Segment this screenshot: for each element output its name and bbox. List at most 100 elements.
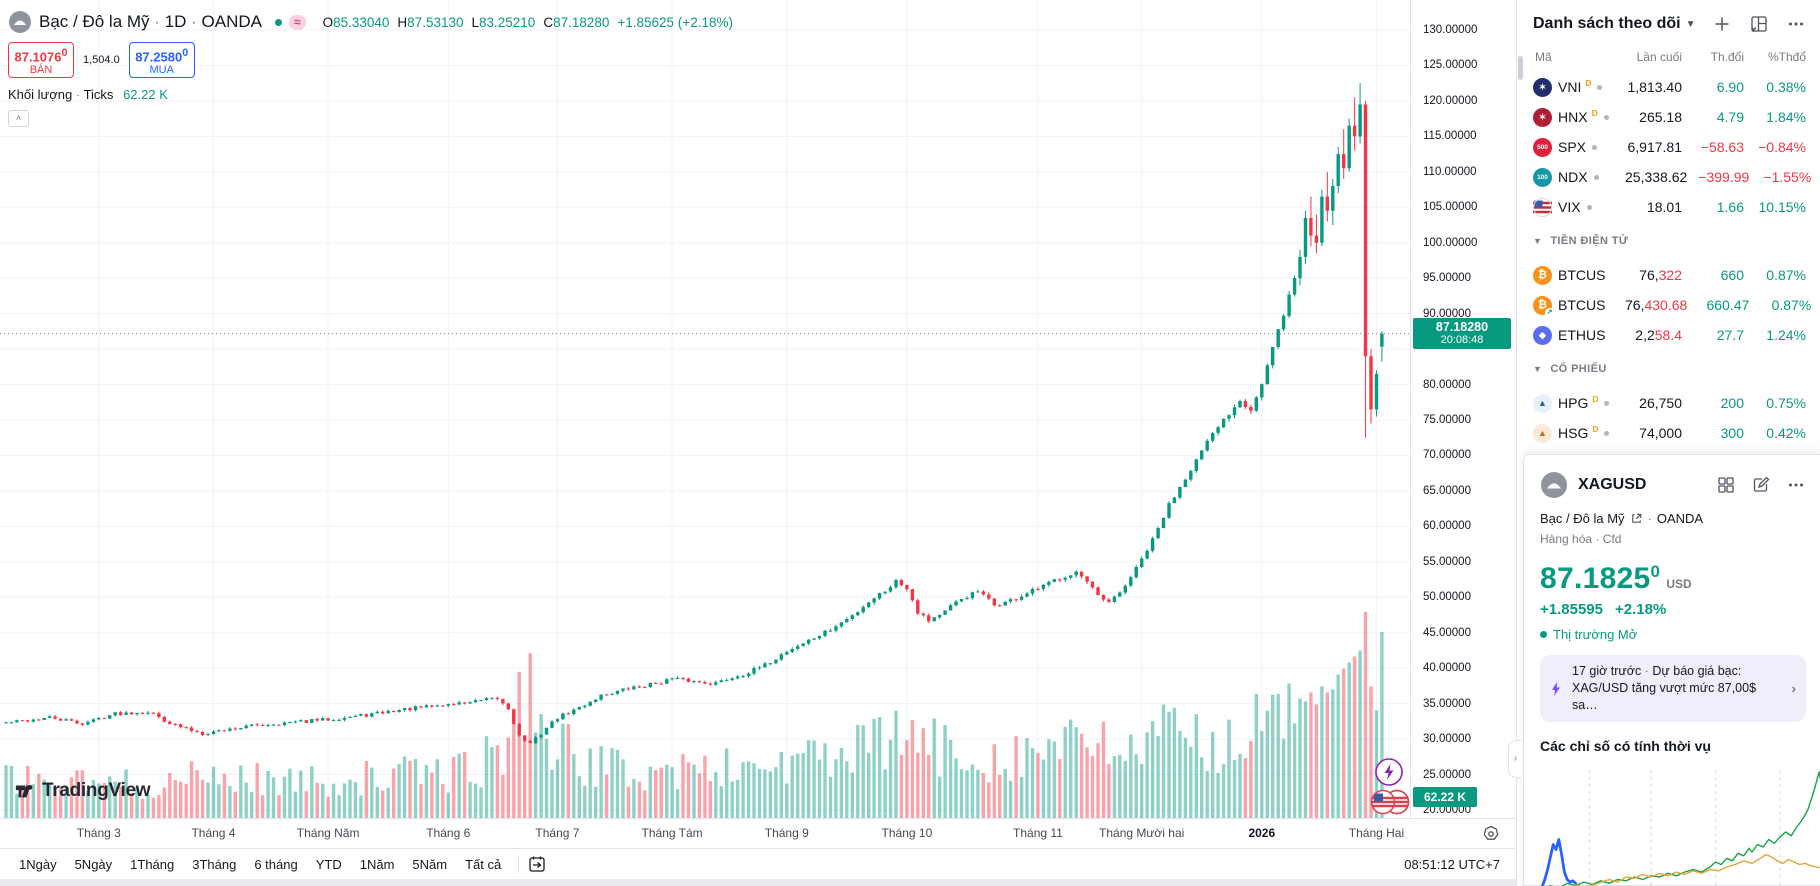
price-tick: 115.00000 <box>1423 130 1477 143</box>
watchlist-row-hpg[interactable]: ▲ HPG D 26,750 200 0.75% <box>1517 388 1820 418</box>
card-ticker[interactable]: XAGUSD <box>1578 476 1647 493</box>
buy-button[interactable]: 87.25800 MUA <box>128 42 195 78</box>
timezone-settings-icon[interactable] <box>1482 825 1500 843</box>
price-tick: 65.00000 <box>1423 484 1471 497</box>
seasonal-chart[interactable]: Tháng 1Tháng 5Tháng 9 <box>1540 760 1820 886</box>
open-layout-icon[interactable] <box>1749 14 1769 34</box>
change-percent: −1.55% <box>1763 169 1812 185</box>
time-tick: Tháng Năm <box>296 826 360 840</box>
more-options-icon[interactable] <box>1786 14 1806 34</box>
bottom-toolbar: 1Ngày 5Ngày 1Tháng 3Tháng 6 tháng YTD 1Năm 5Năm… <box>0 848 1516 879</box>
chevron-down-icon: ▼ <box>1533 236 1543 246</box>
watchlist-column-headers[interactable]: Mã Lần cuối Th.đổi %Thđổ <box>1517 50 1820 64</box>
watchlist-section-cổ-phiếu[interactable]: ▼ CỔ PHIẾU <box>1533 363 1607 375</box>
last-price: 74,000 <box>1639 425 1682 441</box>
time-tick: Tháng Tám <box>641 826 703 840</box>
delayed-data-badge: D <box>1591 108 1598 118</box>
symbol-logo-icon: ✶ <box>1533 77 1552 97</box>
symbol-logo-icon: ₿ ↗ <box>1533 295 1554 315</box>
grid-layout-icon[interactable] <box>1716 475 1736 495</box>
symbol-title[interactable]: Bạc / Đô la Mỹ · 1D · OANDA <box>39 12 262 31</box>
symbol-header-row: Bạc / Đô la Mỹ · 1D · OANDA ≈ O85.33040 H… <box>8 10 733 34</box>
spark-badge[interactable] <box>1374 757 1404 792</box>
data-source-dot <box>1604 400 1610 406</box>
range-button-5ngày[interactable]: 5Ngày <box>74 856 113 872</box>
collapse-indicators-button[interactable]: ˄ <box>8 110 29 127</box>
last-price: 6,917.81 <box>1627 139 1683 155</box>
watchlist-row-ethus[interactable]: ◆ ETHUS 2,258.4 27.7 1.24% <box>1517 320 1820 350</box>
lightning-icon <box>1552 681 1560 696</box>
watchlist-row-ndx[interactable]: 100 NDX 25,338.62 −399.99 −1.55% <box>1517 162 1820 192</box>
price-tick: 95.00000 <box>1423 272 1471 285</box>
price-tick: 70.00000 <box>1423 449 1471 462</box>
ticker-label: HNX <box>1558 109 1588 125</box>
time-tick: Tháng 10 <box>881 826 933 840</box>
last-price: 25,338.62 <box>1625 169 1688 185</box>
range-button-6-tháng[interactable]: 6 tháng <box>254 856 298 872</box>
ticker-label: VIX <box>1558 199 1581 215</box>
change-value: 6.90 <box>1716 79 1744 95</box>
market-open-dot <box>275 18 282 26</box>
add-symbol-button[interactable] <box>1712 14 1732 34</box>
volume-indicator-row[interactable]: Khối lượng · Ticks 62.22 K <box>8 87 168 102</box>
data-source-dot <box>1592 144 1598 150</box>
watchlist-title[interactable]: Danh sách theo dõi <box>1533 15 1681 32</box>
ticker-label: NDX <box>1558 169 1588 185</box>
watchlist-row-btcus[interactable]: ₿ ↗ BTCUS 76,430.68 660.47 0.87% <box>1517 290 1820 320</box>
time-tick: Tháng 6 <box>426 826 471 840</box>
last-price: 76,322 <box>1639 267 1682 283</box>
price-axis[interactable]: 87.18280 20:08:48 62.22 K 130.00000 125.0… <box>1410 0 1516 818</box>
go-to-date-icon[interactable] <box>527 854 547 874</box>
symbol-logo-icon: ▲ <box>1533 393 1552 413</box>
clock[interactable]: 08:51:12 UTC+7 <box>1404 856 1500 872</box>
price-tick: 60.00000 <box>1423 520 1471 533</box>
market-open-dot <box>1540 631 1547 638</box>
ohlc-c: C87.18280 <box>543 14 610 30</box>
news-item[interactable]: 17 giờ trước · Dự báo giá bạc: XAG/USD t… <box>1540 655 1806 722</box>
chevron-right-icon: › <box>1791 681 1796 696</box>
range-button-3tháng[interactable]: 3Tháng <box>192 856 237 872</box>
range-button-1tháng[interactable]: 1Tháng <box>130 856 175 872</box>
card-symbol-name[interactable]: Bạc / Đô la Mỹ · OANDA <box>1540 511 1704 526</box>
more-options-icon[interactable] <box>1786 475 1806 495</box>
watchlist-scrollbar[interactable] <box>1518 56 1523 80</box>
last-price: 26,750 <box>1639 395 1682 411</box>
time-axis[interactable]: Tháng 3 Tháng 4 Tháng Năm Tháng 6 Tháng 7 Thá… <box>0 818 1516 848</box>
events-flags-badge[interactable] <box>1370 788 1414 821</box>
panel-collapse-handle[interactable]: › <box>1508 740 1522 778</box>
watchlist-row-btcus[interactable]: ₿ BTCUS 76,322 660 0.87% <box>1517 260 1820 290</box>
data-source-dot <box>1597 84 1603 90</box>
external-link-icon[interactable] <box>1630 512 1643 525</box>
watchlist-rows: ✶ VNI D 1,813.40 6.90 0.38% ✶ HNX D 265.18 4.79 1.8… <box>1517 72 1820 448</box>
range-button-5năm[interactable]: 5Năm <box>412 856 448 872</box>
sell-button[interactable]: 87.10760 BÁN <box>8 42 74 78</box>
column-last: Lần cuối <box>1636 50 1682 64</box>
watchlist-row-spx[interactable]: 500 SPX 6,917.81 −58.63 −0.84% <box>1517 132 1820 162</box>
news-timestamp: 17 giờ trước <box>1572 664 1642 678</box>
watchlist-row-vix[interactable]: VIX 18.01 1.66 10.15% <box>1517 192 1820 222</box>
watchlist-row-vni[interactable]: ✶ VNI D 1,813.40 6.90 0.38% <box>1517 72 1820 102</box>
symbol-detail-card: XAGUSD <box>1523 454 1820 886</box>
ticker-label: BTCUS <box>1558 297 1606 313</box>
interval-label: 1D <box>164 12 187 31</box>
column-symbol: Mã <box>1535 50 1552 64</box>
current-volume-tag: 62.22 K <box>1413 787 1477 807</box>
symbol-logo-icon: ₿ <box>1533 265 1552 285</box>
range-button-ytd[interactable]: YTD <box>315 856 342 872</box>
last-price: 87.18250 <box>1540 562 1661 595</box>
watchlist-row-hsg[interactable]: ▲ HSG D 74,000 300 0.42% <box>1517 418 1820 448</box>
price-tick: 100.00000 <box>1423 236 1478 249</box>
oanda-broker-icon[interactable]: ≈ <box>289 14 306 30</box>
main-chart[interactable]: Bạc / Đô la Mỹ · 1D · OANDA ≈ O85.33040 H… <box>0 0 1410 818</box>
watchlist-row-hnx[interactable]: ✶ HNX D 265.18 4.79 1.84% <box>1517 102 1820 132</box>
trade-buttons-row: 87.10760 BÁN 1,504.0 87.25800 MUA <box>8 42 733 78</box>
delayed-data-badge: D <box>1592 424 1599 434</box>
watchlist-section-tiền-điện-tử[interactable]: ▼ TIỀN ĐIỆN TỬ <box>1533 235 1629 247</box>
seasonal-section-title: Các chỉ số có tính thời vụ <box>1540 738 1711 754</box>
range-button-1năm[interactable]: 1Năm <box>359 856 395 872</box>
edit-note-icon[interactable] <box>1751 475 1771 495</box>
price-tick: 90.00000 <box>1423 307 1471 320</box>
range-button-tất-cả[interactable]: Tất cả <box>465 856 502 872</box>
range-button-1ngày[interactable]: 1Ngày <box>19 856 57 872</box>
last-price: 2,258.4 <box>1635 327 1682 343</box>
